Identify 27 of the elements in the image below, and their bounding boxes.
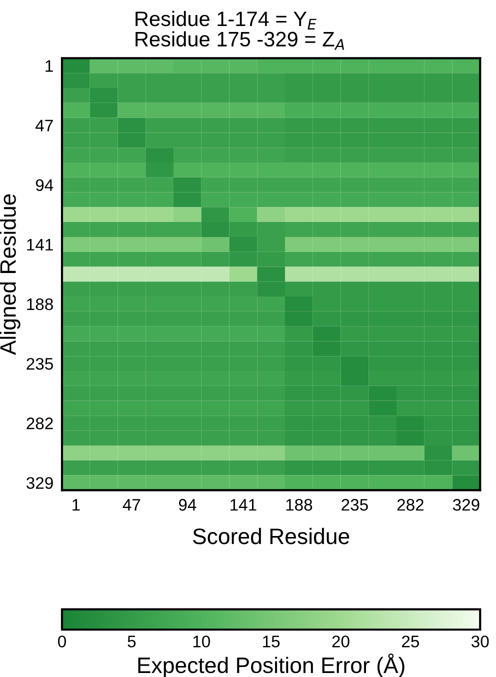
y-tick-label: 282 [26, 418, 53, 430]
x-tick-label: 141 [230, 499, 256, 511]
y-tick-label: 235 [26, 358, 53, 370]
color-bar-label: 15 [263, 636, 280, 648]
y-tick-label: 1 [46, 60, 53, 72]
color-bar-label: 30 [471, 636, 489, 648]
y-axis-title: Aligned Residue [0, 194, 20, 356]
y-tick-label: 188 [27, 298, 53, 310]
y-tick-label: 329 [26, 477, 53, 489]
color-bar-label: 0 [58, 636, 66, 648]
color-bar-label: 10 [193, 636, 210, 648]
x-tick-label: 94 [178, 498, 196, 511]
x-tick-label: 188 [286, 498, 312, 511]
x-axis-title: Scored Residue [193, 528, 350, 544]
x-tick-label: 329 [452, 498, 480, 511]
color-bar-label: 20 [332, 636, 350, 648]
x-tick-label: 47 [122, 499, 140, 511]
x-tick-label: 1 [72, 499, 80, 511]
y-tick-label: 94 [36, 179, 54, 192]
chart-subtitle: Residue 175 -329 = Z$_{A}$ [136, 31, 344, 50]
y-tick-label: 141 [27, 238, 53, 250]
color-bar-label: 25 [402, 636, 420, 648]
color-bar-label: 5 [128, 636, 136, 648]
x-tick-label: 282 [397, 498, 424, 511]
y-tick-label: 47 [36, 120, 53, 132]
chart-title: Residue 1-174 = Y$_{E}$ [136, 10, 316, 30]
x-tick-label: 235 [342, 498, 368, 511]
